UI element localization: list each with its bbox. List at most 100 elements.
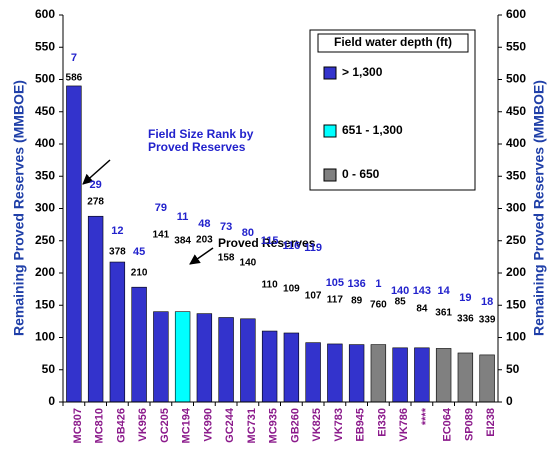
size-rank-label: 105 [326, 277, 344, 289]
proved-reserves-label: 158 [218, 253, 235, 264]
x-tick-label: MC731 [246, 408, 258, 443]
y-tick-label: 450 [35, 104, 55, 118]
y2-axis-label: Remaining Proved Reserves (MMBOE) [531, 80, 547, 336]
y2-tick-label: 350 [506, 168, 526, 182]
proved-reserves-label: 339 [479, 315, 496, 326]
y2-tick-label: 300 [506, 201, 526, 215]
x-tick-label: VK990 [202, 408, 214, 442]
bar [370, 344, 387, 403]
proved-reserves-label: 117 [327, 295, 344, 306]
arrow [189, 247, 214, 265]
x-tick-label: MC807 [72, 408, 84, 443]
proved-reserves-label: 140 [240, 258, 257, 269]
proved-reserves-label: 336 [457, 314, 474, 325]
legend-swatch [323, 168, 337, 182]
y2-tick-label: 450 [506, 104, 526, 118]
x-tick-label: GC244 [224, 407, 236, 443]
bar [457, 352, 474, 403]
x-tick-label: GB260 [289, 408, 301, 443]
y2-tick-label: 50 [506, 362, 520, 376]
proved-reserves-label: 109 [283, 284, 300, 295]
size-rank-label: 12 [111, 225, 123, 237]
bar [435, 348, 452, 403]
annotation: Field Size Rank by [148, 127, 254, 141]
proved-reserves-label: 361 [435, 308, 452, 319]
y-tick-label: 600 [35, 7, 55, 21]
bar [131, 286, 147, 403]
x-tick-label: EI238 [485, 408, 497, 437]
x-tick-label: GC205 [159, 408, 171, 443]
y2-tick-label: 0 [506, 394, 513, 408]
size-rank-label: 116 [283, 240, 301, 252]
x-tick-label: MC810 [94, 408, 106, 443]
size-rank-label: 140 [391, 285, 409, 297]
y2-tick-label: 150 [506, 297, 526, 311]
size-rank-label: 143 [413, 285, 431, 297]
bar [218, 317, 234, 403]
y-tick-label: 300 [35, 201, 55, 215]
x-tick-label: EC064 [442, 407, 454, 442]
bar [240, 318, 256, 403]
bar [283, 332, 300, 403]
bar [261, 330, 278, 403]
proved-reserves-label: 84 [416, 304, 428, 315]
y-tick-label: 200 [35, 265, 55, 279]
y2-tick-label: 500 [506, 72, 526, 86]
bar [414, 347, 430, 403]
y-tick-label: 550 [35, 39, 55, 53]
size-rank-label: 79 [155, 202, 167, 214]
size-rank-label: 115 [261, 235, 279, 247]
x-tick-label: SP089 [463, 408, 475, 441]
size-rank-label: 1 [375, 278, 381, 290]
legend: Field water depth (ft) [309, 29, 476, 191]
proved-reserves-label: 210 [131, 268, 148, 279]
y-tick-label: 500 [35, 72, 55, 86]
proved-reserves-label: 110 [262, 280, 279, 291]
bar [305, 342, 321, 403]
bar [153, 311, 169, 403]
size-rank-label: 80 [242, 227, 254, 239]
y-tick-label: 350 [35, 168, 55, 182]
y-tick-label: 400 [35, 136, 55, 150]
legend-swatch [323, 124, 337, 138]
proved-reserves-label: 107 [305, 291, 322, 302]
bar [87, 215, 104, 403]
x-tick-label: VK825 [311, 408, 323, 442]
proved-reserves-label: 141 [153, 230, 170, 241]
y-tick-label: 50 [42, 362, 56, 376]
size-rank-label: 19 [459, 292, 471, 304]
bar [327, 343, 343, 403]
size-rank-label: 73 [220, 221, 232, 233]
x-tick-label: **** [420, 407, 432, 425]
size-rank-label: 11 [177, 211, 189, 223]
x-tick-label: GB426 [115, 408, 127, 443]
bar [196, 313, 213, 403]
size-rank-label: 29 [90, 179, 102, 191]
x-tick-label: VK956 [137, 408, 149, 442]
size-rank-label: 136 [347, 278, 365, 290]
annotation: Proved Reserves [148, 140, 246, 154]
proved-reserves-label: 378 [109, 247, 126, 258]
proved-reserves-label: 586 [66, 73, 83, 84]
y2-tick-label: 200 [506, 265, 526, 279]
y2-tick-label: 550 [506, 39, 526, 53]
y-tick-label: 250 [35, 233, 55, 247]
legend-title: Field water depth (ft) [334, 35, 452, 49]
bar [348, 344, 365, 403]
proved-reserves-label: 85 [395, 297, 407, 308]
proved-reserves-label: 203 [196, 235, 213, 246]
proved-reserves-label: 760 [370, 300, 387, 311]
proved-reserves-label: 384 [174, 236, 191, 247]
size-rank-label: 7 [71, 52, 77, 64]
legend-box [309, 29, 476, 191]
bar [479, 354, 495, 403]
legend-label: 0 - 650 [342, 167, 380, 181]
y-axis-label: Remaining Proved Reserves (MMBOE) [11, 80, 27, 336]
bar [109, 261, 126, 403]
proved-reserves-label: 89 [351, 296, 363, 307]
legend-title-box [317, 33, 469, 53]
x-tick-label: VK783 [333, 408, 345, 442]
size-rank-label: 18 [481, 296, 493, 308]
y-tick-label: 0 [48, 394, 55, 408]
